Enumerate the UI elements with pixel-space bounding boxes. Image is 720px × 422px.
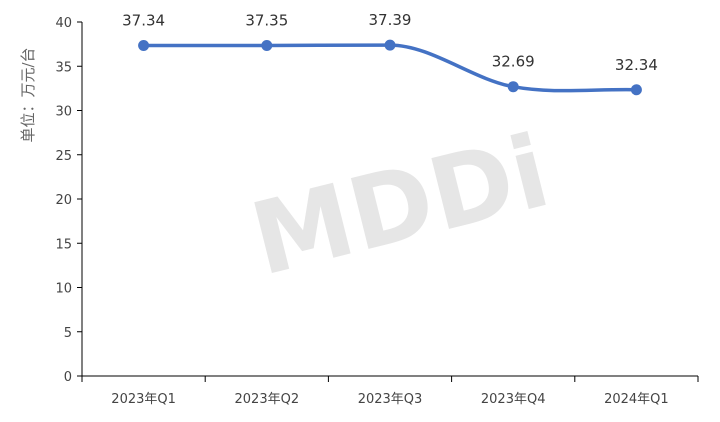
data-point: [507, 81, 519, 93]
y-tick-label: 20: [55, 193, 72, 208]
data-label: 37.34: [122, 12, 165, 30]
y-axis-label: 单位：万元/台: [19, 47, 37, 142]
chart-series: 37.34 37.35 37.39 32.69 32.34: [122, 11, 658, 96]
data-point: [630, 84, 642, 96]
chart-axes: 0 5 10 15 20 25 30 35 40 2023年Q1 2023年Q2 2023年Q3 202…: [55, 16, 699, 407]
watermark: MDDi: [241, 112, 560, 298]
y-tick-label: 10: [55, 282, 72, 297]
watermark-text: MDDi: [241, 112, 560, 298]
data-label: 32.34: [615, 56, 658, 74]
x-tick-label: 2023年Q1: [111, 392, 176, 407]
data-point: [261, 39, 273, 51]
y-tick-label: 0: [64, 370, 72, 385]
data-label: 37.39: [369, 11, 412, 29]
data-point: [138, 40, 150, 52]
x-tick-label: 2023年Q4: [481, 392, 546, 407]
data-label: 32.69: [492, 53, 535, 71]
y-tick-label: 15: [55, 237, 72, 252]
series-line: [141, 43, 639, 93]
x-tick-label: 2023年Q2: [235, 392, 300, 407]
y-tick-label: 35: [55, 60, 72, 75]
y-tick-label: 5: [64, 326, 72, 341]
data-label: 37.35: [245, 11, 288, 29]
y-tick-label: 30: [55, 105, 72, 120]
x-tick-label: 2023年Q3: [358, 392, 423, 407]
x-tick-label: 2024年Q1: [604, 392, 669, 407]
data-point: [384, 39, 396, 51]
y-tick-label: 25: [55, 149, 72, 164]
y-tick-label: 40: [55, 16, 72, 31]
